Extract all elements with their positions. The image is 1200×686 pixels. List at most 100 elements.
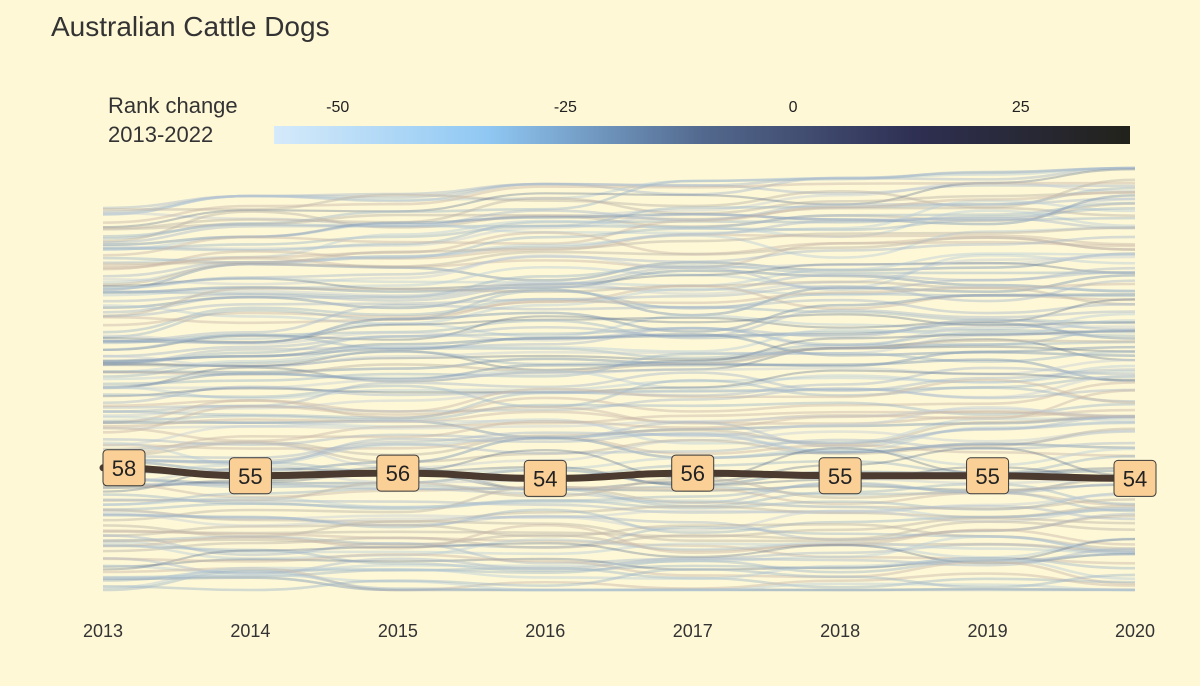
legend-title-line-1: Rank change: [108, 93, 238, 118]
background-rank-line: [102, 194, 1136, 247]
background-rank-line: [102, 298, 1136, 343]
colorbar: [274, 126, 1130, 144]
background-rank-line: [102, 514, 1136, 543]
rank-label: 54: [1113, 459, 1157, 497]
background-rank-line: [102, 438, 1136, 463]
background-rank-line: [102, 206, 1136, 231]
background-rank-line: [102, 482, 1136, 508]
x-tick-label: 2013: [83, 621, 123, 641]
colorbar-tick-label: -50: [326, 99, 349, 116]
background-rank-line: [102, 233, 1136, 271]
background-rank-line: [102, 329, 1136, 372]
background-rank-line: [102, 231, 1136, 270]
background-rank-line: [102, 544, 1136, 572]
background-rank-line: [102, 523, 1136, 555]
background-rank-line: [102, 166, 1136, 240]
background-rank-line: [102, 529, 1136, 565]
background-rank-line: [102, 226, 1136, 284]
background-rank-line: [102, 387, 1136, 413]
background-rank-line: [102, 368, 1136, 409]
background-rank-line: [102, 496, 1136, 519]
background-rank-line: [102, 421, 1136, 449]
background-rank-line: [102, 274, 1136, 317]
background-rank-line: [102, 252, 1136, 290]
background-rank-line: [102, 207, 1136, 252]
rank-label: 54: [523, 459, 567, 497]
background-rank-line: [102, 474, 1136, 496]
rank-label-box: [228, 457, 272, 495]
background-rank-line: [102, 389, 1136, 428]
background-rank-line: [102, 370, 1136, 400]
background-rank-line: [102, 567, 1136, 592]
background-rank-line: [102, 319, 1136, 345]
rank-label-text: 55: [975, 464, 999, 489]
background-rank-line: [102, 332, 1136, 363]
rank-label-box: [818, 457, 862, 495]
background-rank-line: [102, 405, 1136, 434]
background-rank-line: [102, 523, 1136, 550]
background-rank-line: [102, 186, 1136, 238]
background-rank-line: [102, 197, 1136, 244]
background-rank-line: [102, 240, 1136, 269]
background-rank-line: [102, 216, 1136, 264]
background-rank-line: [102, 166, 1136, 216]
background-rank-line: [102, 312, 1136, 343]
background-rank-line: [102, 318, 1136, 365]
background-rank-line: [102, 547, 1136, 575]
background-rank-line: [102, 569, 1135, 592]
background-rank-line: [102, 358, 1136, 389]
background-rank-line: [102, 374, 1136, 417]
background-rank-line: [102, 446, 1136, 491]
background-rank-line: [102, 557, 1136, 590]
rank-label-text: 56: [386, 461, 410, 486]
rank-label: 55: [818, 457, 862, 495]
background-rank-line: [102, 552, 1136, 582]
x-tick-label: 2018: [820, 621, 860, 641]
background-rank-line: [102, 415, 1136, 445]
highlight-series: 58 55 56 54 56 55 55 54: [99, 449, 1157, 497]
rank-label-text: 54: [1123, 466, 1147, 491]
background-rank-line: [102, 481, 1136, 505]
background-rank-line: [102, 328, 1136, 378]
background-rank-line: [102, 542, 1136, 571]
background-rank-line: [102, 482, 1136, 513]
rank-label-text: 55: [238, 464, 262, 489]
background-rank-line: [102, 199, 1136, 251]
background-rank-line: [102, 178, 1136, 211]
rank-label-text: 55: [828, 464, 852, 489]
rank-label-box: [1113, 459, 1157, 497]
background-rank-line: [102, 236, 1136, 286]
background-rank-line: [102, 181, 1136, 224]
background-rank-line: [102, 435, 1136, 458]
background-rank-line: [102, 466, 1136, 492]
background-rank-line: [102, 326, 1136, 366]
background-rank-lines: [102, 166, 1136, 592]
background-rank-line: [102, 338, 1136, 368]
background-rank-line: [102, 345, 1136, 374]
background-rank-line: [102, 279, 1136, 318]
background-rank-line: [102, 436, 1136, 472]
background-rank-line: [102, 508, 1136, 535]
background-rank-line: [102, 345, 1136, 390]
background-rank-line: [102, 405, 1136, 438]
rank-label: 56: [376, 454, 420, 492]
background-rank-line: [102, 447, 1136, 478]
background-rank-line: [102, 358, 1136, 390]
background-rank-line: [102, 573, 1136, 592]
x-tick-label: 2015: [378, 621, 418, 641]
background-rank-line: [102, 325, 1136, 348]
background-rank-line: [102, 535, 1136, 575]
background-rank-line: [102, 293, 1136, 345]
background-rank-line: [102, 216, 1136, 278]
x-tick-label: 2014: [230, 621, 270, 641]
rank-label-box: [966, 457, 1010, 495]
background-rank-line: [102, 284, 1136, 327]
background-rank-line: [102, 264, 1136, 299]
background-rank-line: [102, 420, 1136, 466]
background-rank-line: [102, 280, 1136, 318]
background-rank-line: [102, 512, 1136, 542]
background-rank-line: [102, 252, 1136, 291]
background-rank-line: [102, 410, 1136, 456]
